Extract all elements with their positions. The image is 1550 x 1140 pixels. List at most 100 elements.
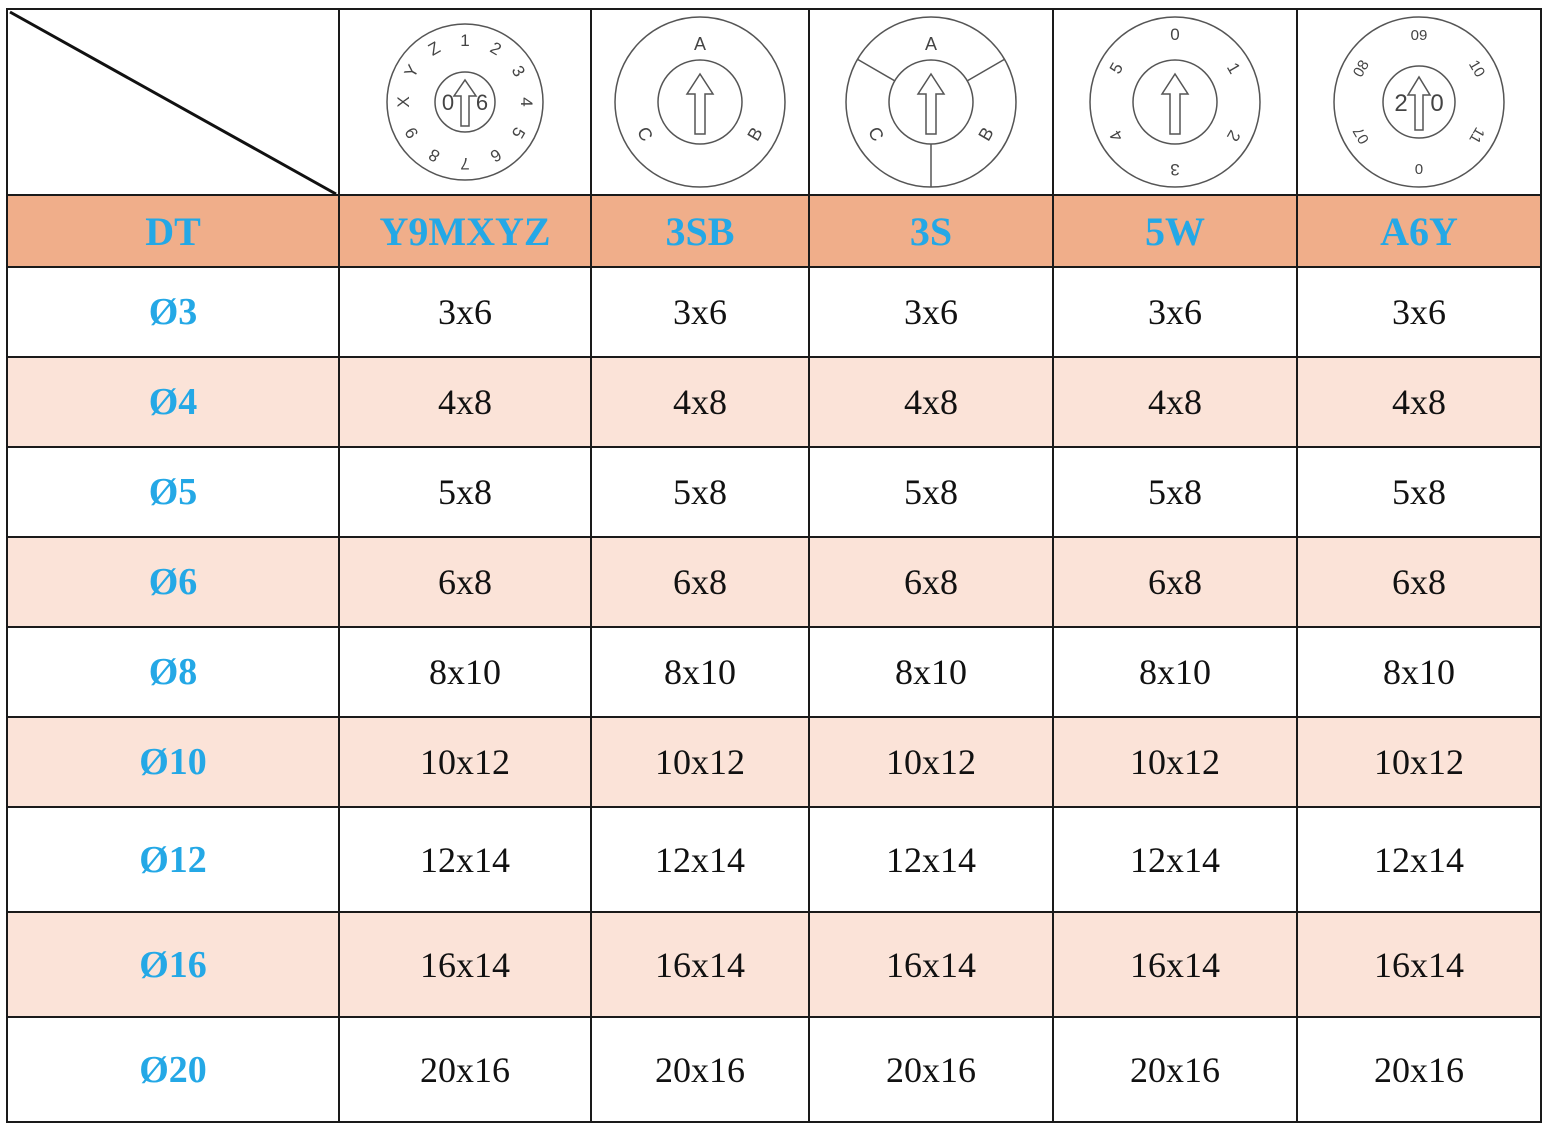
y9mxyz-inner-left: 0 — [442, 90, 454, 115]
5w-outer-label: 1 — [1223, 59, 1244, 77]
dial-cell-3sb: A B C — [590, 8, 810, 196]
table-cell: 12x14 — [338, 806, 592, 913]
table-cell: 8x10 — [1296, 626, 1542, 718]
a6y-outer-label: 09 — [1411, 27, 1428, 44]
header-y9mxyz: Y9MXYZ — [338, 194, 592, 268]
table-cell: 6x8 — [1296, 536, 1542, 628]
table-cell: 20x16 — [590, 1016, 810, 1123]
table-row: Ø4 4x8 4x8 4x8 4x8 4x8 — [6, 356, 1542, 448]
table-cell: 10x12 — [1052, 716, 1298, 808]
3s-label-b: B — [974, 124, 997, 144]
table-cell: 5x8 — [808, 446, 1054, 538]
table-row: Ø3 3x6 3x6 3x6 3x6 3x6 — [6, 266, 1542, 358]
header-3s: 3S — [808, 194, 1054, 268]
table-cell: 12x14 — [590, 806, 810, 913]
y9mxyz-outer-label: 7 — [460, 154, 469, 173]
table-row: Ø16 16x14 16x14 16x14 16x14 16x14 — [6, 911, 1542, 1018]
row-dt: Ø6 — [6, 536, 340, 628]
3sb-label-b: B — [743, 124, 766, 144]
dial-cell-3s: A B C — [808, 8, 1054, 196]
table-cell: 5x8 — [338, 446, 592, 538]
5w-dial-icon: 0 1 2 3 4 5 — [1089, 16, 1261, 188]
table-cell: 4x8 — [338, 356, 592, 448]
table-row: Ø6 6x8 6x8 6x8 6x8 6x8 — [6, 536, 1542, 628]
table-cell: 3x6 — [590, 266, 810, 358]
row-dt: Ø4 — [6, 356, 340, 448]
table-row: Ø8 8x10 8x10 8x10 8x10 8x10 — [6, 626, 1542, 718]
3s-label-c: C — [864, 123, 888, 144]
a6y-inner-right: 0 — [1430, 90, 1443, 117]
table-cell: 10x12 — [338, 716, 592, 808]
y9mxyz-outer-label: 5 — [508, 124, 529, 142]
table-cell: 16x14 — [590, 911, 810, 1018]
table-cell: 16x14 — [1296, 911, 1542, 1018]
table-cell: 6x8 — [808, 536, 1054, 628]
a6y-inner-left: 2 — [1394, 90, 1407, 117]
5w-outer-label: 4 — [1106, 127, 1127, 145]
header-5w: 5W — [1052, 194, 1298, 268]
table-cell: 4x8 — [1296, 356, 1542, 448]
table-cell: 12x14 — [1296, 806, 1542, 913]
row-dt: Ø3 — [6, 266, 340, 358]
table-cell: 3x6 — [1296, 266, 1542, 358]
3s-dial-icon: A B C — [845, 16, 1017, 188]
table-cell: 12x14 — [1052, 806, 1298, 913]
a6y-outer-label: 11 — [1465, 124, 1488, 146]
table-cell: 8x10 — [808, 626, 1054, 718]
5w-outer-label: 3 — [1170, 160, 1179, 179]
y9mxyz-outer-label: Y — [401, 62, 423, 81]
table-cell: 20x16 — [808, 1016, 1054, 1123]
a6y-outer-label: 07 — [1350, 124, 1373, 147]
table-cell: 16x14 — [808, 911, 1054, 1018]
table-row: Ø12 12x14 12x14 12x14 12x14 12x14 — [6, 806, 1542, 913]
3sb-dial-icon: A B C — [614, 16, 786, 188]
y9mxyz-outer-label: 2 — [487, 38, 505, 59]
table-cell: 10x12 — [590, 716, 810, 808]
table-cell: 6x8 — [1052, 536, 1298, 628]
y9mxyz-outer-label: 8 — [425, 145, 443, 166]
table-row: Ø5 5x8 5x8 5x8 5x8 5x8 — [6, 446, 1542, 538]
y9mxyz-outer-label: 9 — [401, 124, 422, 142]
diagonal-line — [9, 10, 337, 194]
table-cell: 3x6 — [1052, 266, 1298, 358]
header-row: DT Y9MXYZ 3SB 3S 5W A6Y — [6, 194, 1542, 268]
a6y-dial-icon: 09 10 11 0 07 08 2 0 — [1333, 16, 1505, 188]
y9mxyz-inner-right: 6 — [476, 90, 488, 115]
table-cell: 16x14 — [338, 911, 592, 1018]
table-cell: 5x8 — [1052, 446, 1298, 538]
table-cell: 4x8 — [1052, 356, 1298, 448]
a6y-outer-label: 08 — [1350, 57, 1373, 80]
table-cell: 8x10 — [338, 626, 592, 718]
table-cell: 6x8 — [338, 536, 592, 628]
a6y-outer-label: 0 — [1415, 160, 1423, 177]
a6y-outer-label: 10 — [1465, 57, 1488, 80]
table-cell: 5x8 — [1296, 446, 1542, 538]
5w-outer-label: 5 — [1106, 59, 1127, 77]
table-cell: 16x14 — [1052, 911, 1298, 1018]
table-cell: 8x10 — [590, 626, 810, 718]
header-a6y: A6Y — [1296, 194, 1542, 268]
row-dt: Ø5 — [6, 446, 340, 538]
5w-outer-label: 0 — [1170, 25, 1179, 44]
table-cell: 3x6 — [808, 266, 1054, 358]
y9mxyz-outer-label: 1 — [460, 31, 469, 50]
row-dt: Ø16 — [6, 911, 340, 1018]
table-cell: 10x12 — [1296, 716, 1542, 808]
3sb-label-c: C — [633, 123, 657, 144]
3sb-label-a: A — [694, 34, 706, 54]
y9mxyz-outer-label: 3 — [508, 62, 529, 80]
table-cell: 5x8 — [590, 446, 810, 538]
header-3sb: 3SB — [590, 194, 810, 268]
row-dt: Ø20 — [6, 1016, 340, 1123]
table-cell: 3x6 — [338, 266, 592, 358]
corner-diagonal-cell — [6, 8, 340, 196]
row-dt: Ø10 — [6, 716, 340, 808]
table-cell: 20x16 — [338, 1016, 592, 1123]
table-cell: 20x16 — [1052, 1016, 1298, 1123]
y9mxyz-outer-label: 4 — [517, 97, 536, 106]
y9mxyz-outer-label: 6 — [487, 145, 505, 166]
table-cell: 12x14 — [808, 806, 1054, 913]
table-row: Ø20 20x16 20x16 20x16 20x16 20x16 — [6, 1016, 1542, 1123]
